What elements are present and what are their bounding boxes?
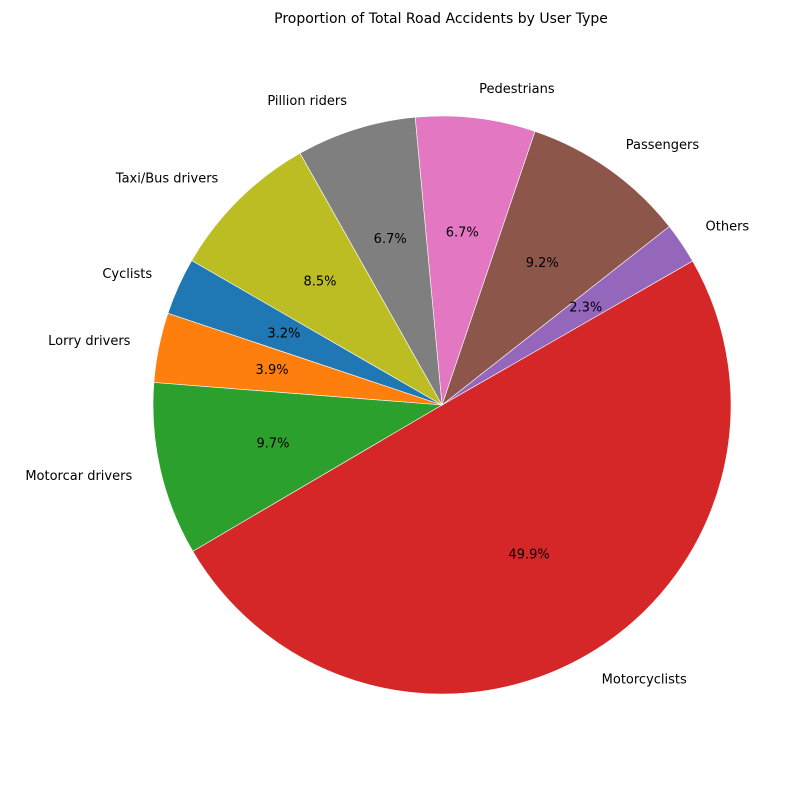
slice-percent-pillion-riders: 6.7% (374, 232, 407, 247)
slice-motorcyclists (192, 260, 732, 695)
slice-label-pillion-riders: Pillion riders (267, 94, 347, 109)
slice-percent-passengers: 9.2% (526, 256, 559, 271)
slice-label-pedestrians: Pedestrians (479, 82, 555, 97)
slice-percent-motorcyclists: 49.9% (508, 547, 549, 562)
slice-percent-pedestrians: 6.7% (446, 225, 479, 240)
slice-label-passengers: Passengers (626, 138, 700, 153)
slice-label-lorry-drivers: Lorry drivers (48, 334, 130, 349)
slice-percent-cyclists: 3.2% (267, 326, 300, 341)
slice-label-taxi-bus-drivers: Taxi/Bus drivers (115, 172, 219, 187)
slice-passengers (441, 130, 670, 406)
slice-percent-others: 2.3% (569, 300, 602, 315)
slice-pillion-riders (299, 116, 443, 406)
pie-slices (152, 115, 732, 695)
slice-pedestrians (414, 115, 536, 406)
slice-motorcar-drivers (152, 382, 443, 552)
chart-title: Proportion of Total Road Accidents by Us… (274, 11, 608, 27)
slice-percent-taxi-bus-drivers: 8.5% (303, 274, 336, 289)
slice-label-cyclists: Cyclists (102, 267, 152, 282)
slice-label-motorcar-drivers: Motorcar drivers (25, 469, 132, 484)
pie-labels: Cyclists Lorry drivers Motorcar drivers Mot… (25, 82, 749, 688)
slice-taxi-bus-drivers (191, 152, 443, 406)
slice-percent-motorcar-drivers: 9.7% (257, 436, 290, 451)
slice-percent-lorry-drivers: 3.9% (256, 363, 289, 378)
slice-label-motorcyclists: Motorcyclists (602, 672, 687, 687)
pie-percent-labels: 3.2% 3.9% 9.7% 49.9% 2.3% 9.2% 6.7% 6.7% 8.5% (256, 225, 603, 562)
slice-label-others: Others (706, 220, 750, 235)
